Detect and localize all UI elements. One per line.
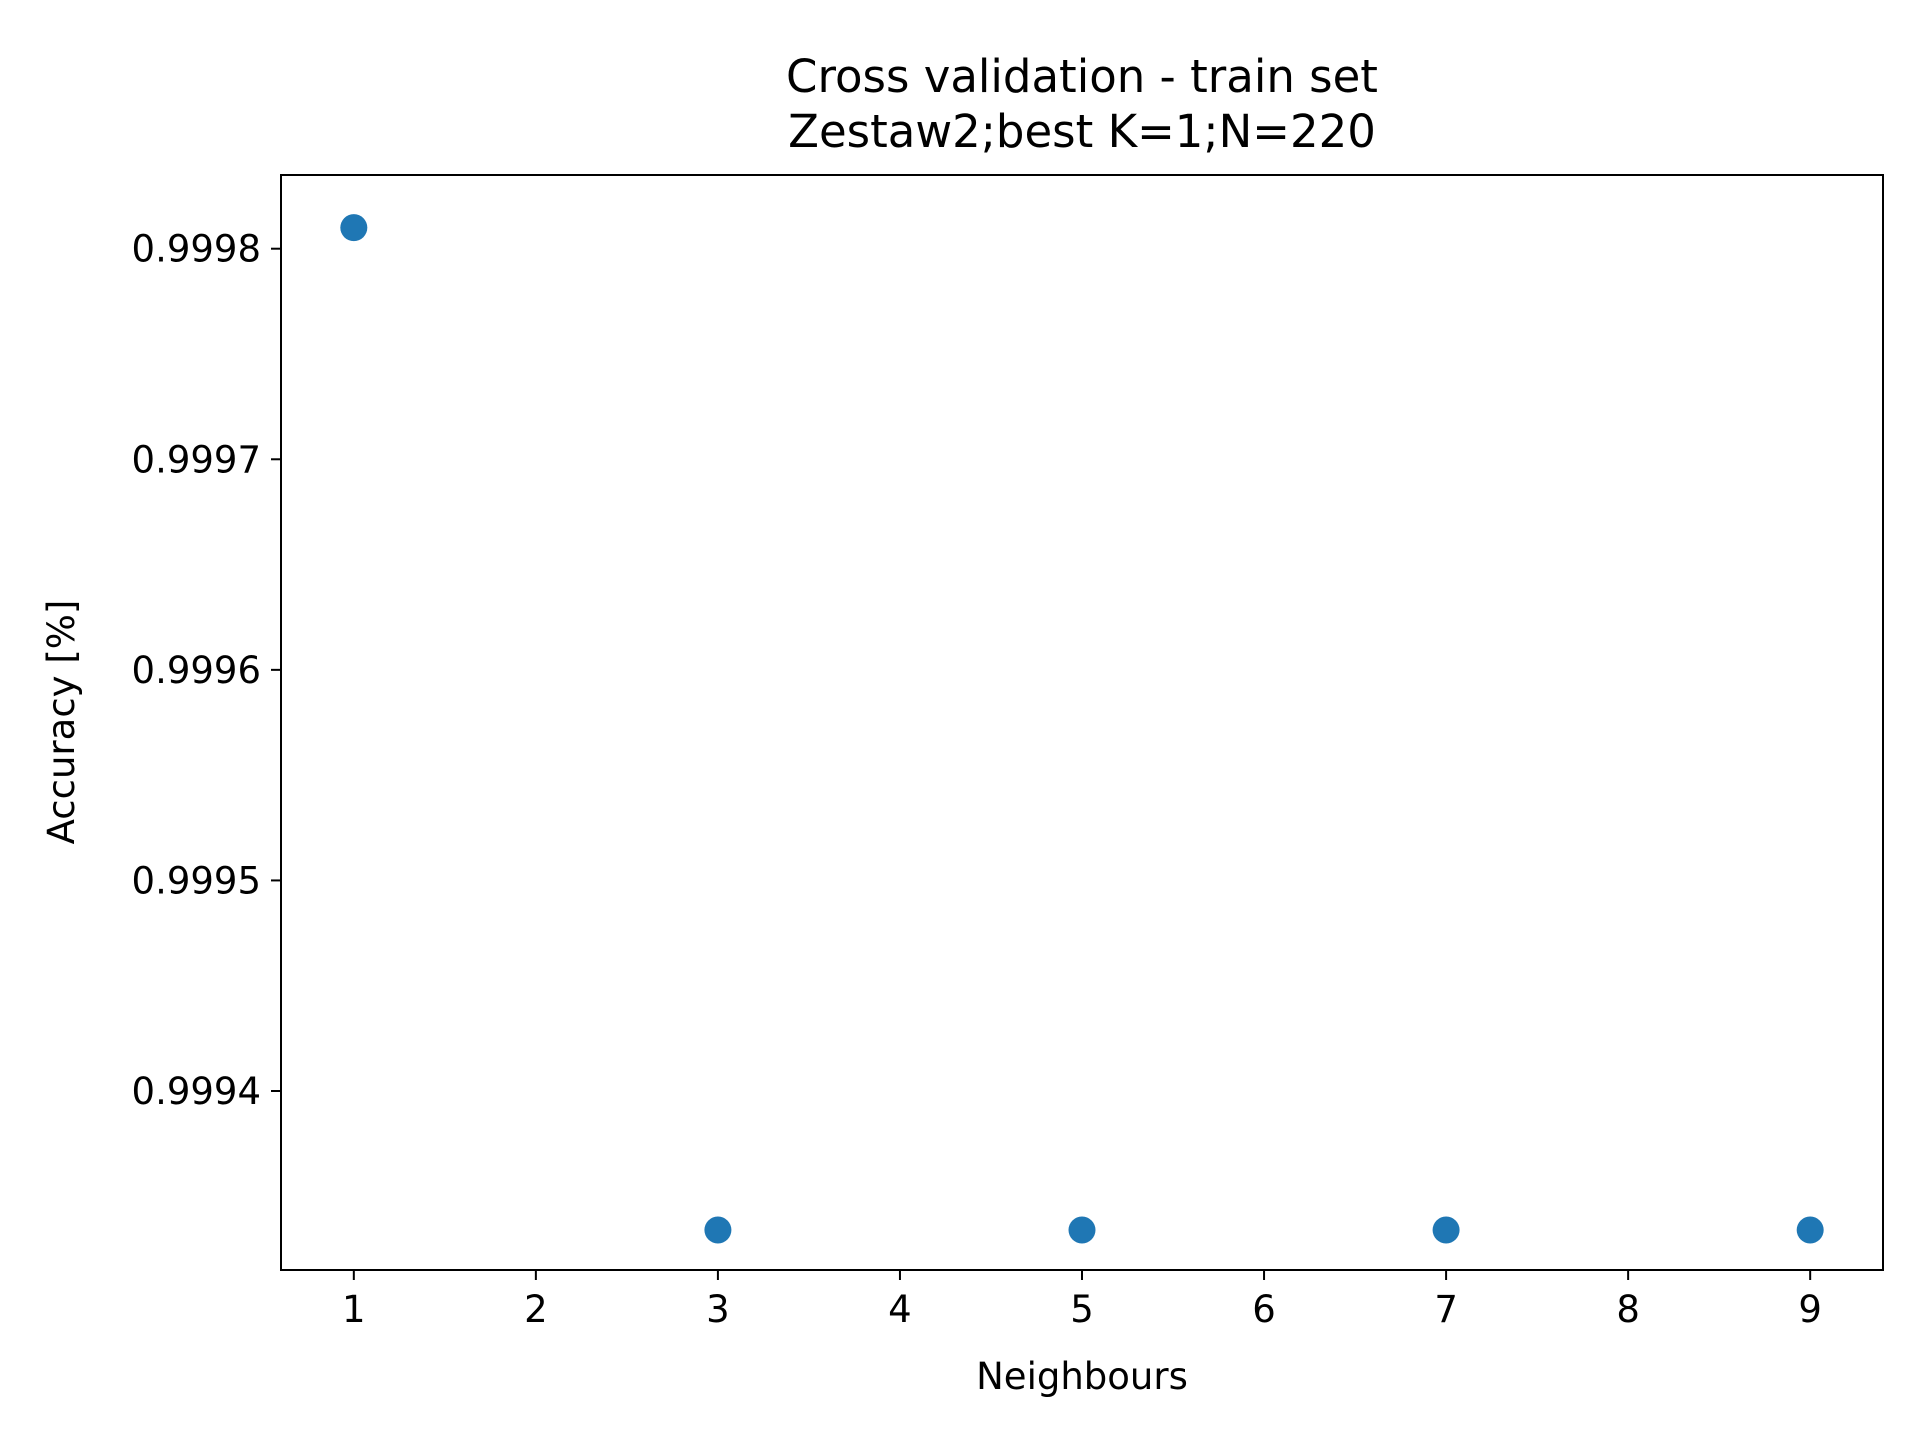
x-tick-label: 7 <box>1434 1288 1458 1331</box>
data-point <box>704 1216 732 1244</box>
chart-subtitle: Zestaw2;best K=1;N=220 <box>788 105 1376 158</box>
data-points <box>340 214 1824 1244</box>
chart-title: Cross validation - train set <box>786 50 1378 103</box>
data-point <box>1432 1216 1460 1244</box>
y-axis-label: Accuracy [%] <box>40 600 83 845</box>
x-tick-label: 2 <box>524 1288 548 1331</box>
y-tick-label: 0.9994 <box>132 1070 261 1113</box>
y-tick-label: 0.9998 <box>132 228 261 271</box>
x-tick-label: 4 <box>888 1288 912 1331</box>
y-tick-label: 0.9997 <box>132 438 261 481</box>
x-axis: 1 2 3 4 5 6 7 8 9 <box>342 1270 1822 1331</box>
x-tick-label: 8 <box>1616 1288 1640 1331</box>
data-point <box>1796 1216 1824 1244</box>
data-point <box>340 214 368 242</box>
x-tick-label: 5 <box>1070 1288 1094 1331</box>
y-tick-label: 0.9996 <box>132 649 261 692</box>
x-tick-label: 6 <box>1252 1288 1276 1331</box>
y-tick-label: 0.9995 <box>132 859 261 902</box>
x-tick-label: 3 <box>706 1288 730 1331</box>
x-axis-label: Neighbours <box>976 1355 1188 1398</box>
x-tick-label: 1 <box>342 1288 366 1331</box>
data-point <box>1068 1216 1096 1244</box>
plot-frame <box>280 174 1884 1271</box>
y-axis: 0.9994 0.9995 0.9996 0.9997 0.9998 <box>132 228 281 1113</box>
x-tick-label: 9 <box>1798 1288 1822 1331</box>
